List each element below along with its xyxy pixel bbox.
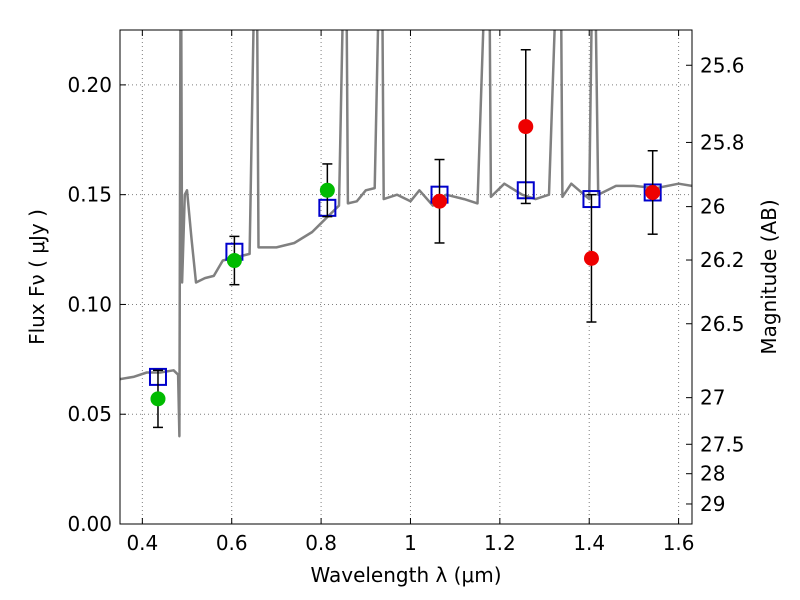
x-tick-label: 1.2 (484, 531, 516, 555)
photometry-point (583, 250, 599, 266)
x-axis-title: Wavelength λ (μm) (310, 563, 501, 587)
photometry-point (432, 193, 448, 209)
y2-tick-label: 27.5 (700, 432, 745, 456)
y-axis-title: Flux Fν ( μJy ) (25, 209, 49, 345)
y2-tick-label: 25.6 (700, 53, 745, 77)
y-tick-label: 0.10 (67, 292, 112, 316)
spectrum-layer (120, 30, 692, 438)
y2-tick-label: 26 (700, 195, 725, 219)
x-tick-label: 1 (404, 531, 417, 555)
plot-frame (119, 29, 693, 525)
y2-tick-label: 29 (700, 492, 725, 516)
photometry-point (518, 119, 534, 135)
y2-tick-label: 26.5 (700, 312, 745, 336)
x-tick-label: 0.8 (305, 531, 337, 555)
photometry-point (645, 184, 661, 200)
x-tick-label: 0.4 (126, 531, 158, 555)
y-tick-label: 0.00 (67, 512, 112, 536)
photometry-point (226, 253, 242, 269)
y-tick-label: 0.15 (67, 183, 112, 207)
y2-tick-label: 28 (700, 462, 725, 486)
y-tick-label: 0.20 (67, 73, 112, 97)
points-layer (148, 49, 662, 429)
y2-tick-label: 26.2 (700, 248, 745, 272)
y2-tick-label: 27 (700, 386, 725, 410)
x-tick-label: 1.4 (573, 531, 605, 555)
model-spectrum-line (120, 30, 692, 438)
x-tick-label: 0.6 (216, 531, 248, 555)
y2-tick-label: 25.8 (700, 130, 745, 154)
y2-axis-title: Magnitude (AB) (757, 199, 781, 354)
y-tick-label: 0.05 (67, 402, 112, 426)
ticks-layer: 0.4 0.6 0.8 1 1.2 1.4 1.6 0.00 0.05 0.10 0.15 0.20 2… (67, 30, 745, 555)
photometry-point (150, 391, 166, 407)
photometry-point (319, 182, 335, 198)
x-tick-label: 1.6 (663, 531, 695, 555)
